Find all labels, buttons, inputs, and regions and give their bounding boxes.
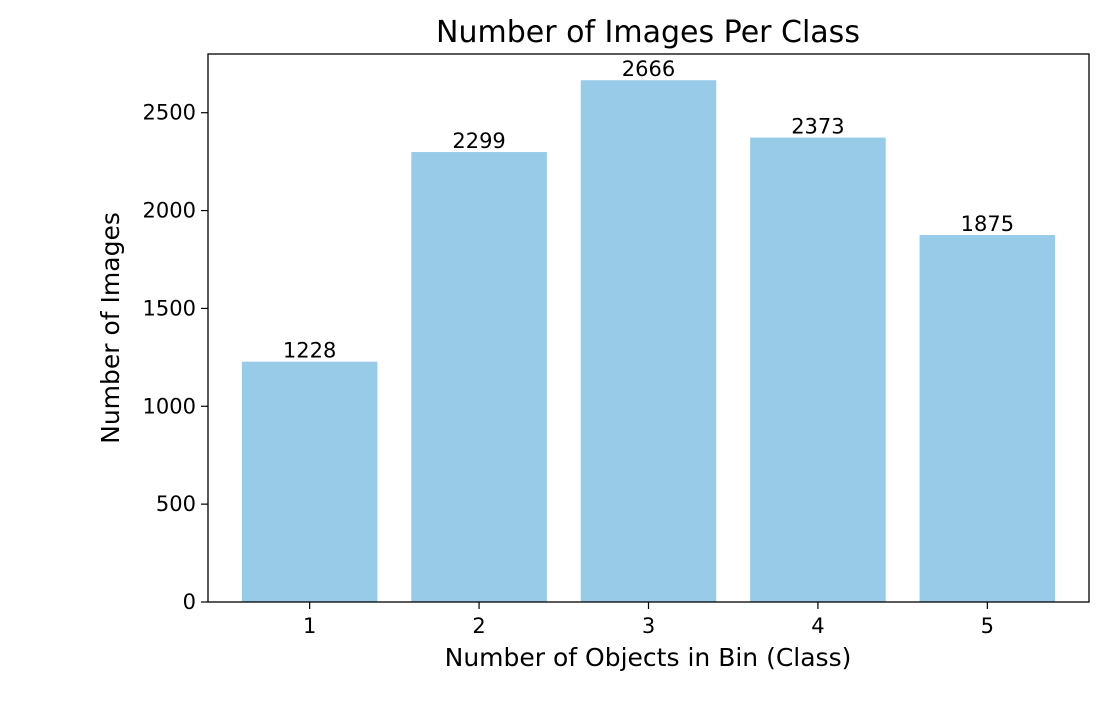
bar-3	[580, 80, 717, 603]
y-tick-label-500: 500	[156, 492, 196, 516]
bar-2	[411, 152, 547, 602]
data-label-5: 1875	[961, 212, 1014, 236]
x-tick-label-4: 4	[811, 614, 824, 638]
x-tick-label-1: 1	[303, 614, 316, 638]
bars-layer	[241, 80, 1056, 603]
y-tick-label-1000: 1000	[143, 394, 196, 418]
y-axis-ticks: 0 500 1000 1500 2000 2500	[143, 101, 208, 614]
y-tick-label-0: 0	[183, 590, 196, 614]
x-axis-label: Number of Objects in Bin (Class)	[445, 643, 852, 672]
x-tick-label-3: 3	[642, 614, 655, 638]
plot-area-frame	[207, 53, 1090, 603]
y-tick-label-2000: 2000	[143, 199, 196, 223]
y-tick-label-2500: 2500	[143, 101, 196, 125]
bar-1	[241, 361, 378, 602]
x-tick-label-5: 5	[981, 614, 994, 638]
x-axis-ticks: 1 2 3 4 5	[303, 602, 994, 638]
data-label-3: 2666	[622, 57, 675, 81]
bar-4	[750, 137, 886, 602]
data-label-1: 1228	[283, 339, 336, 363]
chart-title: Number of Images Per Class	[436, 15, 860, 50]
data-label-2: 2299	[452, 129, 505, 153]
x-tick-label-2: 2	[472, 614, 485, 638]
bar-5	[919, 235, 1056, 603]
y-axis-label: Number of Images	[96, 212, 125, 444]
data-label-4: 2373	[791, 115, 844, 139]
data-labels-layer: 1228 2299 2666 2373 1875	[283, 57, 1014, 362]
y-tick-label-1500: 1500	[143, 296, 196, 320]
